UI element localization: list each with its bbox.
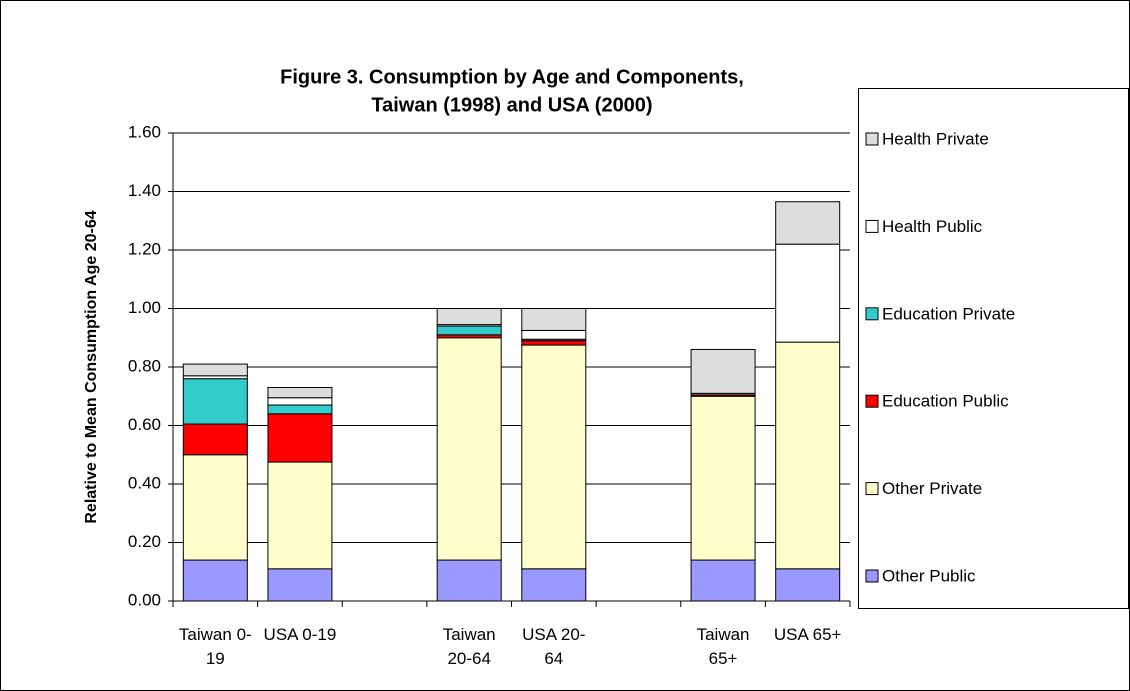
bar-segment	[775, 243, 841, 343]
y-tick-label: 1.60	[128, 122, 161, 141]
bar-segment	[690, 559, 756, 602]
y-axis-label: Relative to Mean Consumption Age 20-64	[83, 210, 100, 523]
chart-title: Figure 3. Consumption by Age and Compone…	[280, 66, 744, 88]
y-tick-label: 0.00	[128, 590, 161, 609]
legend-label: Health Private	[882, 129, 989, 148]
bar-segment	[182, 363, 248, 377]
bar-segment	[690, 395, 756, 561]
bar-segment	[182, 378, 248, 425]
legend-swatch	[865, 569, 879, 583]
bar-segment	[267, 413, 333, 463]
bar-segment	[436, 559, 502, 602]
bar-segment	[182, 559, 248, 602]
x-tick-label: USA 0-19	[263, 625, 337, 644]
bar-segment	[690, 348, 756, 394]
bar-segment	[182, 423, 248, 456]
y-tick-label: 0.40	[128, 473, 161, 492]
bar-segment	[267, 404, 333, 415]
bar-segment	[267, 568, 333, 602]
legend-box	[858, 88, 1129, 609]
bar-segment	[267, 386, 333, 399]
legend-swatch	[865, 482, 879, 496]
chart-title: Taiwan (1998) and USA (2000)	[371, 94, 652, 116]
bar-segment	[775, 568, 841, 602]
bar-segment	[521, 344, 587, 570]
bar-segment	[521, 308, 587, 331]
bar-segment	[182, 454, 248, 561]
bar-segment	[521, 340, 587, 346]
x-tick-label: USA 65+	[773, 625, 842, 644]
x-tick-label: Taiwan 0-19	[178, 625, 252, 668]
legend-swatch	[865, 132, 879, 146]
legend-swatch	[865, 307, 879, 321]
legend-label: Education Public	[882, 392, 1009, 411]
bar-segment	[436, 337, 502, 561]
legend-label: Health Public	[882, 217, 983, 236]
y-tick-label: 0.60	[128, 415, 161, 434]
bar-segment	[775, 341, 841, 570]
y-tick-label: 0.20	[128, 532, 161, 551]
bar-segment	[521, 568, 587, 602]
y-tick-label: 1.20	[128, 239, 161, 258]
legend-label: Education Private	[882, 304, 1015, 323]
y-tick-label: 0.80	[128, 356, 161, 375]
legend-swatch	[865, 394, 879, 408]
legend-label: Other Private	[882, 479, 982, 498]
y-tick-label: 1.00	[128, 298, 161, 317]
legend-swatch	[865, 219, 879, 233]
bar-segment	[436, 308, 502, 326]
bar-segment	[267, 397, 333, 406]
bar-segment	[775, 201, 841, 245]
x-tick-label: Taiwan 20-64	[442, 625, 496, 668]
bar-segment	[267, 461, 333, 570]
x-tick-label: USA 20-64	[522, 625, 586, 668]
x-tick-label: Taiwan 65+	[696, 625, 750, 668]
bar-segment	[521, 329, 587, 340]
legend-label: Other Public	[882, 566, 976, 585]
y-tick-label: 1.40	[128, 181, 161, 200]
bar-segment	[436, 325, 502, 336]
